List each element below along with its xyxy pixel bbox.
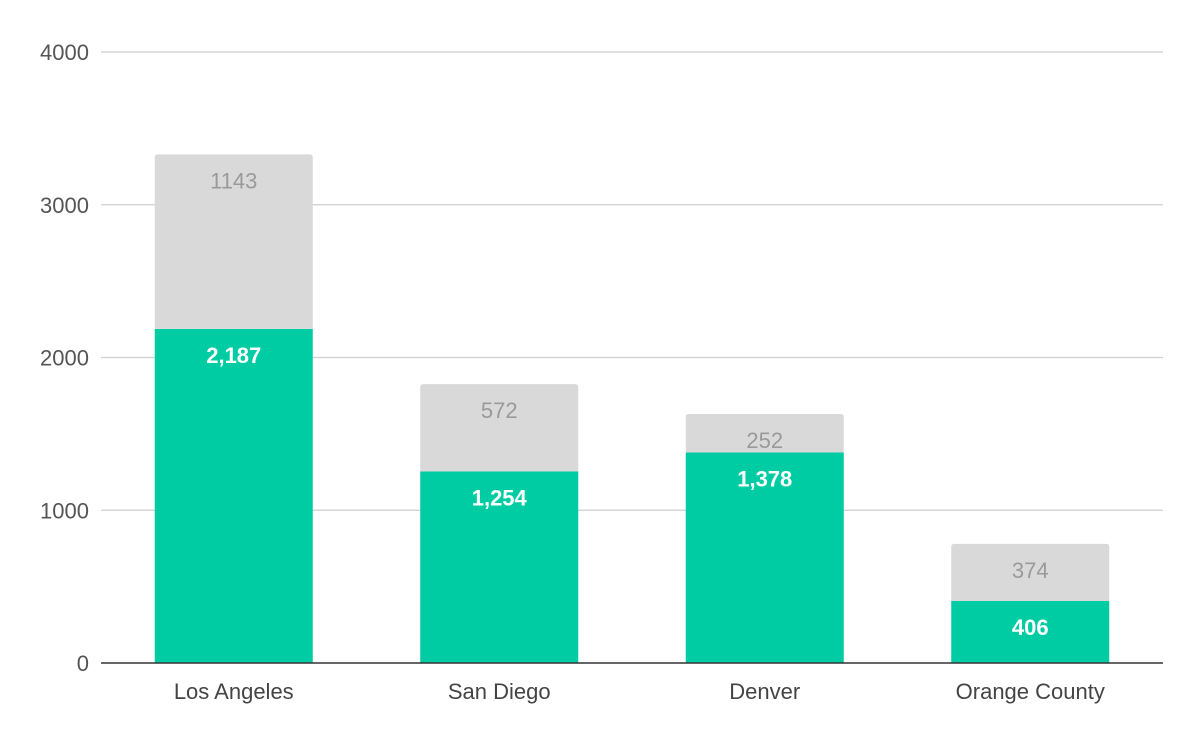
data-label: 1143 bbox=[210, 168, 257, 193]
data-label: 374 bbox=[1012, 558, 1049, 583]
bar-secondary-denver bbox=[685, 414, 844, 453]
data-label: 572 bbox=[481, 398, 518, 423]
data-label: 1,378 bbox=[737, 467, 792, 492]
y-tick-label: 0 bbox=[77, 651, 89, 676]
bar-primary-denver bbox=[685, 452, 844, 663]
y-tick-label: 3000 bbox=[40, 193, 89, 218]
bars bbox=[154, 154, 1110, 663]
data-label: 2,187 bbox=[206, 343, 261, 368]
x-tick-label: San Diego bbox=[448, 679, 551, 704]
y-tick-label: 4000 bbox=[40, 40, 89, 65]
x-tick-label: Orange County bbox=[956, 679, 1105, 704]
y-tick-label: 1000 bbox=[40, 498, 89, 523]
x-tick-label: Denver bbox=[729, 679, 800, 704]
bar-primary-san-diego bbox=[420, 471, 579, 663]
data-labels: 2,187 1143 1,254 572 1,378 252 406 374 bbox=[206, 168, 1048, 640]
bar-secondary-los-angeles bbox=[154, 154, 313, 329]
bar-primary-los-angeles bbox=[154, 328, 313, 663]
bar-primary-orange-county bbox=[951, 600, 1110, 663]
x-tick-label: Los Angeles bbox=[174, 679, 294, 704]
data-label: 406 bbox=[1012, 615, 1049, 640]
data-label: 1,254 bbox=[472, 485, 528, 510]
data-label: 252 bbox=[746, 428, 783, 453]
axes: 0 1000 2000 3000 4000 Los Angeles San Diego Den… bbox=[40, 40, 1163, 704]
y-tick-label: 2000 bbox=[40, 346, 89, 371]
bar-secondary-san-diego bbox=[420, 384, 579, 472]
bar-secondary-orange-county bbox=[951, 543, 1110, 601]
